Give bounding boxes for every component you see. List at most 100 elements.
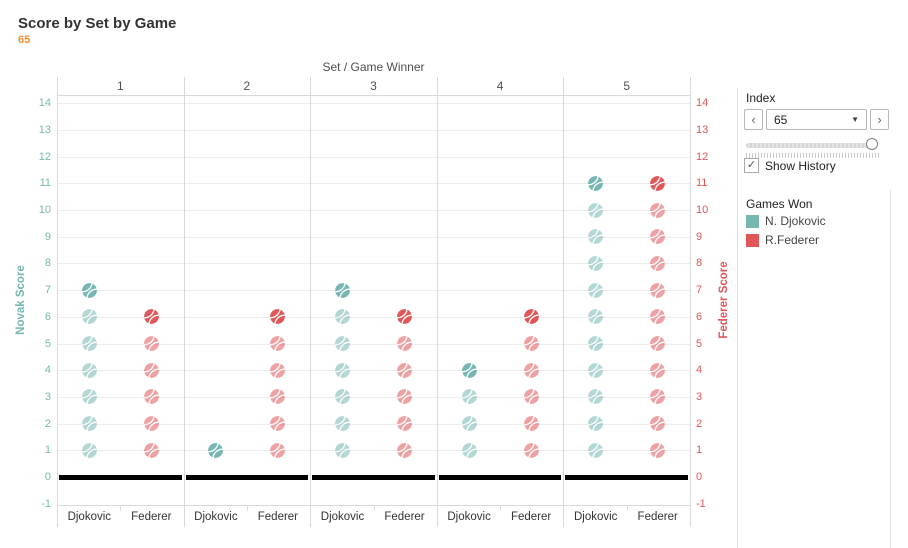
score-mark-tennis-ball-icon[interactable]	[334, 335, 351, 352]
gridline	[57, 396, 690, 398]
index-parameter-label: Index	[746, 91, 776, 105]
zero-reference-line	[185, 474, 309, 480]
score-mark-tennis-ball-icon[interactable]	[81, 415, 98, 432]
score-mark-tennis-ball-icon[interactable]	[269, 362, 286, 379]
y-axis-tick-left: 1	[44, 444, 51, 457]
index-prev-button[interactable]: ‹	[744, 109, 763, 130]
index-subtitle: 65	[18, 34, 31, 46]
score-mark-tennis-ball-icon[interactable]	[269, 415, 286, 432]
score-mark-tennis-ball-icon[interactable]	[143, 388, 160, 405]
score-mark-tennis-ball-icon[interactable]	[649, 228, 666, 245]
score-mark-tennis-ball-icon[interactable]	[523, 308, 540, 325]
score-mark-tennis-ball-icon[interactable]	[649, 362, 666, 379]
score-mark-tennis-ball-icon[interactable]	[587, 335, 604, 352]
score-mark-tennis-ball-icon[interactable]	[587, 415, 604, 432]
score-mark-tennis-ball-icon[interactable]	[587, 228, 604, 245]
score-mark-tennis-ball-icon[interactable]	[523, 362, 540, 379]
index-dropdown-value: 65	[774, 112, 788, 127]
score-mark-tennis-ball-icon[interactable]	[396, 415, 413, 432]
score-mark-tennis-ball-icon[interactable]	[649, 442, 666, 459]
score-mark-tennis-ball-icon[interactable]	[269, 335, 286, 352]
score-mark-tennis-ball-icon[interactable]	[81, 282, 98, 299]
score-mark-tennis-ball-icon[interactable]	[334, 388, 351, 405]
index-slider-thumb[interactable]	[866, 138, 878, 150]
x-axis-label-djokovic: Djokovic	[194, 511, 238, 523]
score-mark-tennis-ball-icon[interactable]	[649, 255, 666, 272]
score-mark-tennis-ball-icon[interactable]	[396, 335, 413, 352]
score-mark-tennis-ball-icon[interactable]	[587, 255, 604, 272]
show-history-label: Show History	[765, 158, 836, 173]
score-mark-tennis-ball-icon[interactable]	[523, 442, 540, 459]
score-mark-tennis-ball-icon[interactable]	[461, 362, 478, 379]
score-mark-tennis-ball-icon[interactable]	[649, 335, 666, 352]
score-mark-tennis-ball-icon[interactable]	[587, 202, 604, 219]
score-mark-tennis-ball-icon[interactable]	[143, 308, 160, 325]
score-mark-tennis-ball-icon[interactable]	[81, 442, 98, 459]
column-mid-tick	[500, 505, 502, 511]
score-mark-tennis-ball-icon[interactable]	[143, 335, 160, 352]
score-mark-tennis-ball-icon[interactable]	[587, 362, 604, 379]
set-header: 5	[623, 79, 631, 93]
score-mark-tennis-ball-icon[interactable]	[334, 415, 351, 432]
score-mark-tennis-ball-icon[interactable]	[396, 442, 413, 459]
column-axis-header: Set / Game Winner	[322, 60, 425, 74]
score-mark-tennis-ball-icon[interactable]	[587, 308, 604, 325]
gridline	[57, 210, 690, 211]
score-mark-tennis-ball-icon[interactable]	[649, 282, 666, 299]
score-mark-tennis-ball-icon[interactable]	[461, 388, 478, 405]
score-mark-tennis-ball-icon[interactable]	[334, 308, 351, 325]
x-axis-label-federer: Federer	[257, 511, 299, 523]
show-history-checkbox[interactable]: ✓	[744, 158, 759, 173]
index-dropdown[interactable]: 65 ▼	[766, 109, 867, 130]
score-mark-tennis-ball-icon[interactable]	[81, 362, 98, 379]
score-mark-tennis-ball-icon[interactable]	[269, 308, 286, 325]
score-mark-tennis-ball-icon[interactable]	[81, 308, 98, 325]
panel-divider	[310, 77, 312, 527]
legend-item-label: N. Djokovic	[765, 214, 826, 228]
score-mark-tennis-ball-icon[interactable]	[396, 308, 413, 325]
score-mark-tennis-ball-icon[interactable]	[587, 442, 604, 459]
legend-item[interactable]: N. Djokovic	[746, 214, 826, 228]
y-axis-tick-left: 4	[44, 364, 51, 377]
score-mark-tennis-ball-icon[interactable]	[461, 415, 478, 432]
x-axis-label-federer: Federer	[637, 511, 678, 523]
score-mark-tennis-ball-icon[interactable]	[269, 388, 286, 405]
index-slider-track[interactable]	[746, 143, 877, 148]
y-axis-tick-right: 7	[696, 284, 703, 297]
show-history-row: ✓ Show History	[744, 158, 836, 173]
score-mark-tennis-ball-icon[interactable]	[587, 388, 604, 405]
score-mark-tennis-ball-icon[interactable]	[649, 388, 666, 405]
score-mark-tennis-ball-icon[interactable]	[396, 362, 413, 379]
score-mark-tennis-ball-icon[interactable]	[649, 415, 666, 432]
score-mark-tennis-ball-icon[interactable]	[334, 362, 351, 379]
score-mark-tennis-ball-icon[interactable]	[81, 388, 98, 405]
gridline	[57, 129, 690, 131]
score-mark-tennis-ball-icon[interactable]	[334, 282, 351, 299]
legend-item[interactable]: R.Federer	[746, 233, 819, 247]
index-next-button[interactable]: ›	[870, 109, 889, 130]
score-mark-tennis-ball-icon[interactable]	[143, 362, 160, 379]
score-mark-tennis-ball-icon[interactable]	[587, 282, 604, 299]
score-mark-tennis-ball-icon[interactable]	[523, 415, 540, 432]
score-mark-tennis-ball-icon[interactable]	[523, 388, 540, 405]
score-mark-tennis-ball-icon[interactable]	[143, 442, 160, 459]
score-mark-tennis-ball-icon[interactable]	[587, 175, 604, 192]
score-mark-tennis-ball-icon[interactable]	[81, 335, 98, 352]
score-mark-tennis-ball-icon[interactable]	[334, 442, 351, 459]
score-mark-tennis-ball-icon[interactable]	[207, 442, 224, 459]
legend-title: Games Won	[746, 197, 813, 211]
panel-divider-vertical-right	[890, 190, 891, 548]
score-mark-tennis-ball-icon[interactable]	[396, 388, 413, 405]
y-axis-tick-right: -1	[696, 497, 706, 510]
score-mark-tennis-ball-icon[interactable]	[523, 335, 540, 352]
column-mid-tick	[120, 505, 122, 511]
score-mark-tennis-ball-icon[interactable]	[649, 175, 666, 192]
y-axis-tick-left: 3	[44, 390, 51, 403]
score-mark-tennis-ball-icon[interactable]	[269, 442, 286, 459]
score-mark-tennis-ball-icon[interactable]	[461, 442, 478, 459]
y-axis-tick-left: 9	[44, 230, 51, 243]
score-mark-tennis-ball-icon[interactable]	[649, 308, 666, 325]
score-mark-tennis-ball-icon[interactable]	[143, 415, 160, 432]
x-axis-label-federer: Federer	[510, 511, 552, 523]
score-mark-tennis-ball-icon[interactable]	[649, 202, 666, 219]
